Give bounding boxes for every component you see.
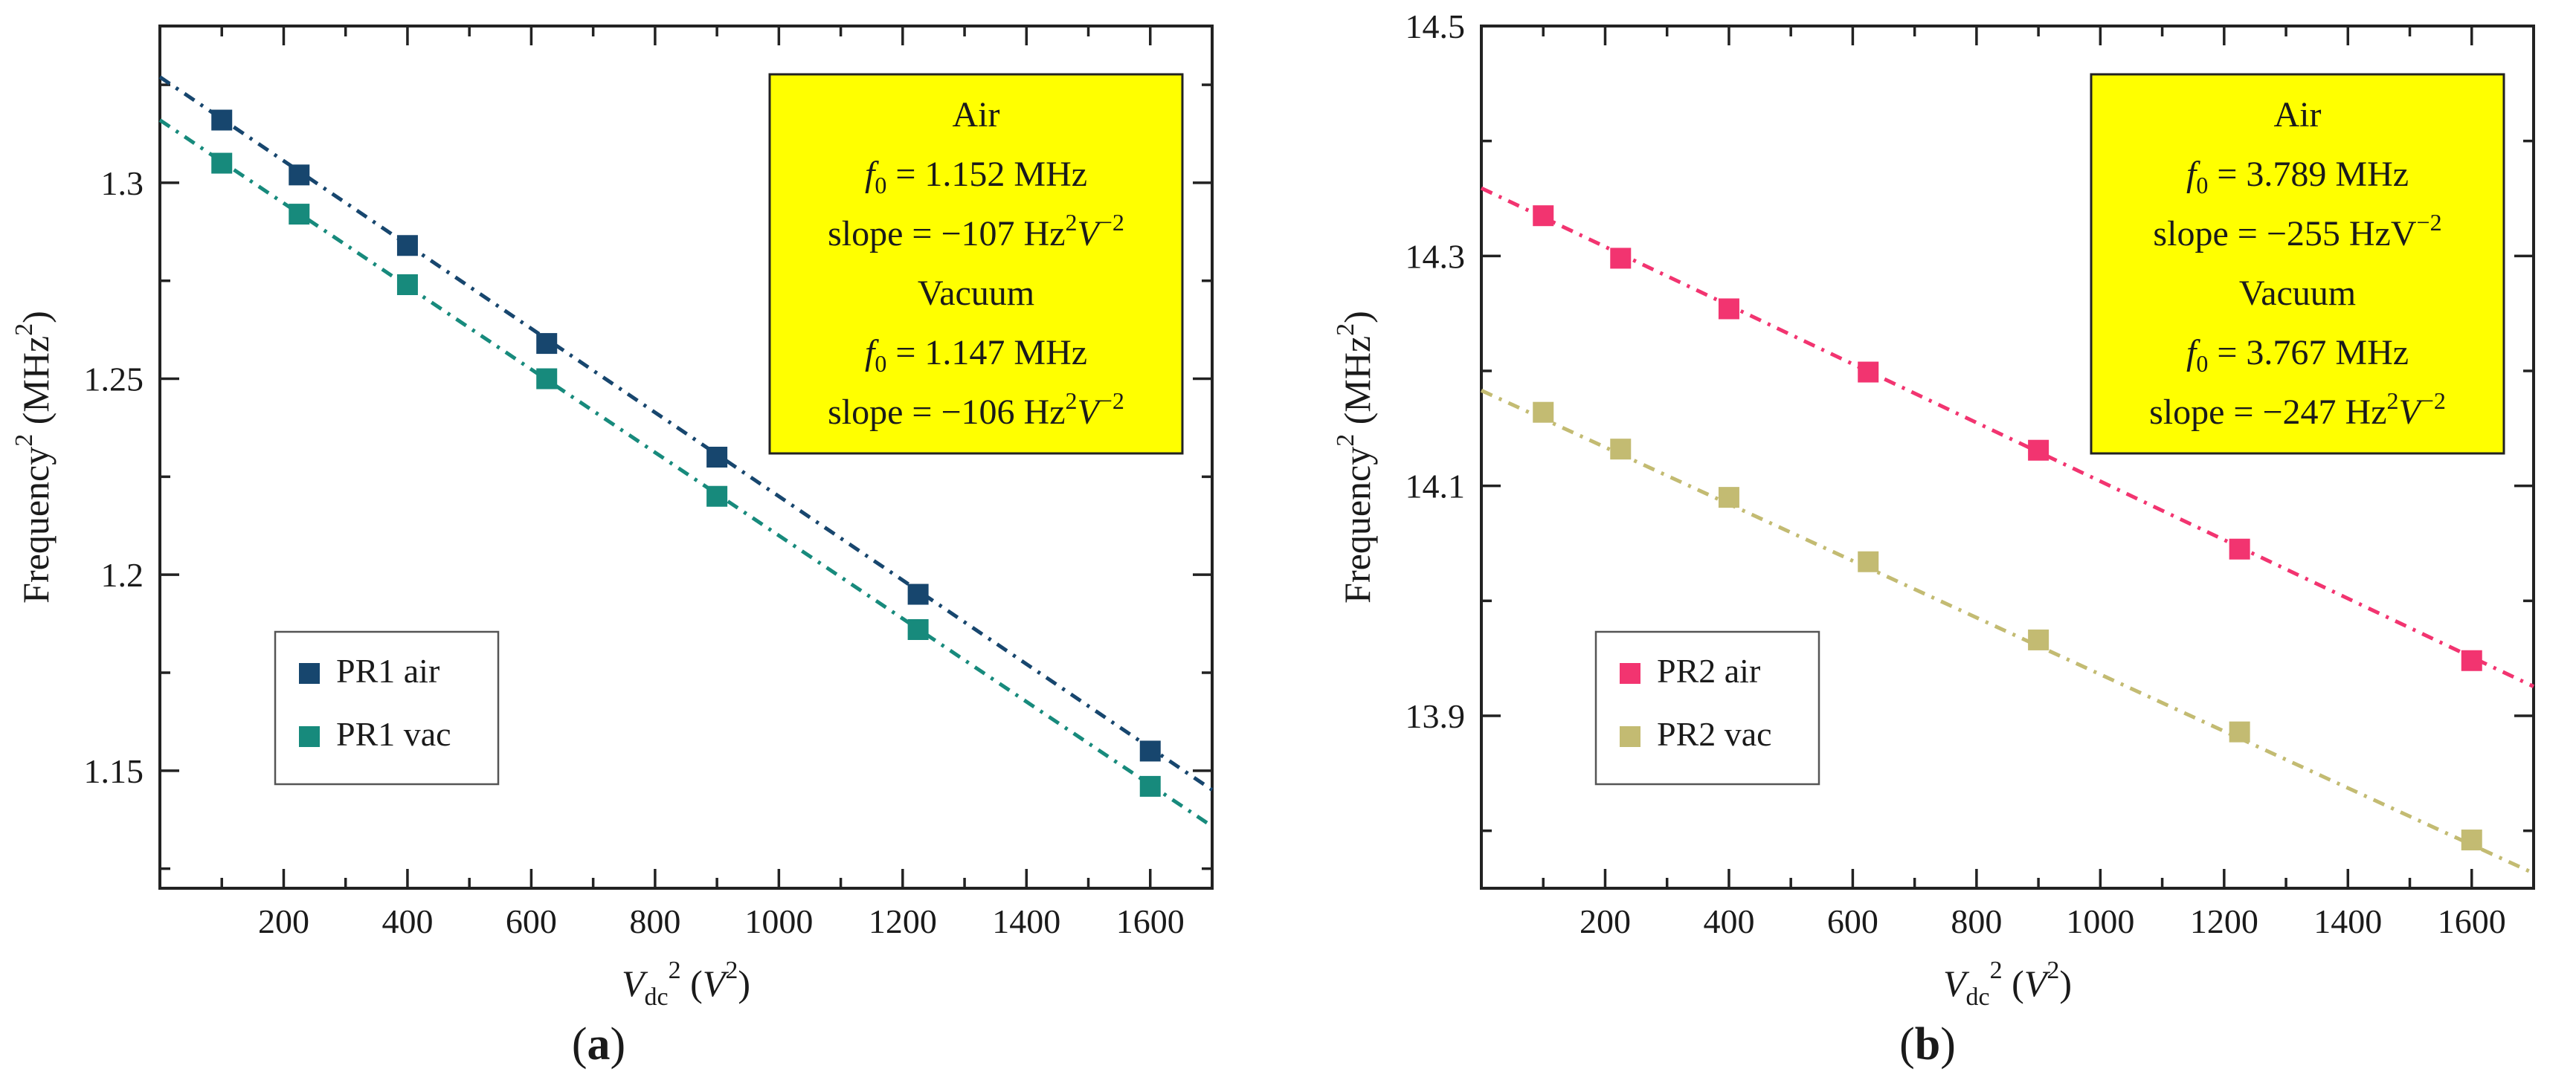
panel-a-x-tick-label: 800: [629, 902, 680, 940]
panel-b-series-pr2-vac-point: [1533, 401, 1554, 423]
panel-a-info-line: slope = −107 Hz2V−2: [828, 209, 1124, 253]
panel-b-series-pr2-vac-point: [2461, 830, 2482, 851]
panel-b-legend-marker: [1620, 663, 1640, 684]
panel-b-legend-marker: [1620, 726, 1640, 747]
panel-b-series-pr2-air-point: [2028, 439, 2049, 461]
panel-b-series-pr2-air-point: [2229, 538, 2250, 560]
panel-b-series-pr2-vac-point: [1718, 487, 1739, 508]
panel-a-legend-marker: [299, 726, 320, 747]
panel-a-y-tick-label: 1.2: [101, 556, 144, 594]
panel-b-x-tick-label: 1000: [2066, 902, 2134, 940]
panel-b-y-axis-label: Frequency2 (MHz2): [1332, 311, 1378, 604]
panel-a-series-pr1-air-point: [289, 164, 310, 186]
panel-a-series-pr1-vac-point: [211, 152, 233, 174]
panel-a-panel-label: (a): [572, 1019, 625, 1070]
panel-b-series-pr2-air-point: [1718, 298, 1739, 320]
panel-a-info-line: Air: [953, 95, 1000, 135]
panel-b-legend: [1594, 630, 1820, 786]
panel-b-info-box: [2090, 73, 2505, 455]
panel-b-x-tick-label: 200: [1580, 902, 1631, 940]
panel-a-info-line: slope = −106 Hz2V−2: [828, 387, 1124, 432]
panel-b-y-tick-label: 13.9: [1405, 697, 1466, 735]
panel-a-y-axis-label: Frequency2 (MHz2): [10, 311, 57, 604]
panel-a-plot-frame: [158, 25, 1214, 890]
panel-a-series-pr1-vac-point: [536, 368, 558, 389]
panel-a-chart: 200 400 600 800 1000 1200 1400 1600 1.15 1.2 1.25 1…: [10, 25, 1214, 1070]
panel-b-series-pr2-vac-point: [2229, 721, 2250, 743]
panel-b-x-tick-label: 1600: [2438, 902, 2506, 940]
panel-a-info-line: Vacuum: [918, 274, 1034, 313]
panel-a-series-pr1-vac-point: [907, 619, 929, 640]
panel-a-x-axis-label: Vdc2 (V2): [622, 957, 750, 1011]
panel-a-x-tick-label: 1600: [1116, 902, 1185, 940]
panel-a-y-tick-label: 1.25: [84, 361, 144, 398]
panel-a-series-pr1-air-point: [907, 583, 929, 605]
panel-b-info-line: Air: [2274, 95, 2322, 135]
panel-a-y-tick-label: 1.3: [101, 164, 144, 202]
panel-b-x-axis-label: Vdc2 (V2): [1943, 957, 2072, 1011]
panel-a-x-tick-label: 1400: [992, 902, 1060, 940]
panel-a-x-tick-label: 200: [258, 902, 309, 940]
panel-a-series-pr1-air-point: [211, 109, 233, 131]
panel-b-info-line: slope = −247 Hz2V−2: [2149, 387, 2446, 432]
panel-a-series-pr1-vac-fit-line: [158, 118, 1214, 828]
panel-a-x-tick-label: 1200: [869, 902, 937, 940]
panel-a-y-tick-label: 1.15: [84, 752, 144, 790]
panel-a-series-pr1-vac-point: [396, 274, 418, 295]
panel-b-info-line: f0 = 3.789 MHz: [2186, 155, 2409, 198]
panel-b-series-pr2-vac-point: [2028, 629, 2049, 650]
panel-b-legend-label: PR2 air: [1657, 652, 1760, 690]
panel-b-plot-frame: [1480, 25, 2535, 890]
panel-b-info-line: Vacuum: [2239, 274, 2356, 313]
panel-b-x-tick-label: 1400: [2313, 902, 2382, 940]
panel-a-series-pr1-vac-point: [706, 485, 728, 507]
panel-a-legend-label: PR1 vac: [336, 715, 451, 753]
panel-b-series-pr2-air-point: [1858, 361, 1879, 383]
panel-a-series-pr1-vac-point: [1139, 775, 1161, 797]
panel-a-x-tick-label: 600: [506, 902, 557, 940]
panel-a-x-tick-label: 1000: [744, 902, 813, 940]
panel-a-series-pr1-air-point: [536, 333, 558, 355]
panel-a-info-line: f0 = 1.147 MHz: [865, 333, 1087, 377]
panel-b-series-pr2-vac-point: [1858, 551, 1879, 572]
panel-b-y-tick-label: 14.3: [1405, 237, 1466, 275]
panel-b-chart: 200 400 600 800 1000 1200 1400 1600 13.9 14.1 14.3…: [1332, 7, 2535, 1070]
panel-b-x-tick-label: 1200: [2190, 902, 2258, 940]
panel-b-series-pr2-vac-point: [1610, 439, 1632, 460]
panel-a-series-pr1-vac-point: [289, 204, 310, 225]
panel-b-x-tick-label: 800: [1951, 902, 2002, 940]
panel-b-series-pr2-air-point: [2461, 650, 2482, 671]
panel-b-y-tick-label: 14.1: [1405, 468, 1466, 505]
panel-a-series-pr1-air-point: [1139, 740, 1161, 762]
panel-b-info-line: f0 = 3.767 MHz: [2186, 333, 2409, 377]
panel-a-legend-marker: [299, 663, 320, 684]
panel-a-series-pr1-air-fit-line: [158, 75, 1214, 792]
panel-a-legend: [274, 630, 500, 786]
panel-b-legend-label: PR2 vac: [1657, 715, 1772, 753]
panel-a-info-line: f0 = 1.152 MHz: [865, 155, 1087, 198]
panel-a-info-box: [768, 73, 1184, 455]
panel-b-info-line: slope = −255 HzV−2: [2153, 209, 2441, 253]
panel-a-series-pr1-air-point: [396, 235, 418, 256]
panel-b-panel-label: (b): [1899, 1019, 1956, 1070]
panel-a-series-pr1-air-point: [706, 447, 728, 468]
panel-b-series-pr2-air-point: [1533, 205, 1554, 227]
panel-b-x-tick-label: 400: [1703, 902, 1754, 940]
panel-a-x-tick-label: 400: [381, 902, 433, 940]
panel-b-y-tick-label: 14.5: [1405, 7, 1466, 45]
panel-b-series-pr2-air-point: [1610, 248, 1632, 269]
panel-b-x-tick-label: 600: [1827, 902, 1878, 940]
panel-a-legend-label: PR1 air: [336, 652, 439, 690]
